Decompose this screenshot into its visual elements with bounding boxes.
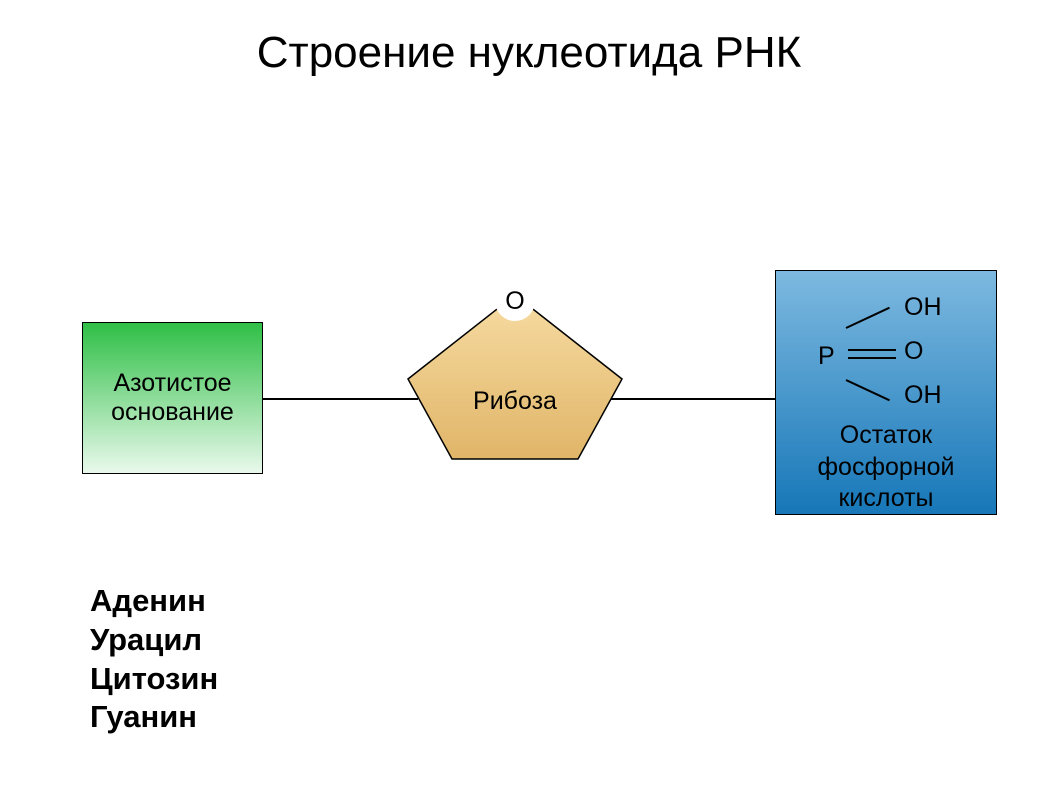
nitrogenous-base-box: Азотистое основание (82, 322, 263, 474)
ribose-label: Рибоза (400, 387, 630, 416)
bases-list: Аденин Урацил Цитозин Гуанин (90, 582, 218, 737)
formula-o-mid: O (904, 337, 923, 366)
base-adenine: Аденин (90, 582, 218, 621)
base-cytosine: Цитозин (90, 660, 218, 699)
diagram-title: Строение нуклеотида РНК (0, 28, 1058, 78)
connector-left (263, 398, 418, 400)
phosphate-formula: P OH O OH (776, 279, 996, 410)
connector-right (610, 398, 775, 400)
bond-mid-a (848, 349, 896, 351)
base-uracil: Урацил (90, 621, 218, 660)
bond-mid-b (848, 357, 896, 359)
phos-cap-3: кислоты (817, 483, 954, 514)
ribose-pentagon: O Рибоза (400, 287, 630, 467)
phosphate-box: P OH O OH Остаток фосфорной кислоты (775, 270, 997, 515)
oxygen-circle: O (495, 281, 535, 321)
base-box-line1: Азотистое (113, 369, 231, 398)
formula-oh-top: OH (904, 293, 942, 322)
base-box-line2: основание (111, 398, 234, 427)
phosphate-caption: Остаток фосфорной кислоты (817, 420, 954, 514)
phos-cap-2: фосфорной (817, 452, 954, 483)
bond-top (846, 307, 890, 329)
oxygen-label: O (505, 287, 524, 316)
base-guanine: Гуанин (90, 698, 218, 737)
phos-cap-1: Остаток (817, 420, 954, 451)
formula-p: P (818, 342, 835, 371)
formula-oh-bottom: OH (904, 381, 942, 410)
bond-bottom (846, 379, 890, 401)
